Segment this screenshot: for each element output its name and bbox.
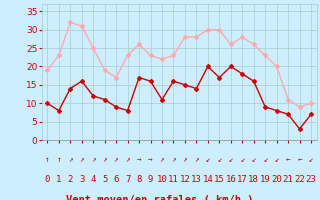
Text: 10: 10 (156, 176, 167, 184)
Text: ↙: ↙ (252, 156, 256, 164)
Text: ↙: ↙ (228, 156, 233, 164)
Text: ↗: ↗ (91, 156, 95, 164)
Text: 8: 8 (136, 176, 142, 184)
Text: 22: 22 (294, 176, 305, 184)
Text: 1: 1 (56, 176, 61, 184)
Text: 17: 17 (237, 176, 248, 184)
Text: ↙: ↙ (240, 156, 244, 164)
Text: ↙: ↙ (205, 156, 210, 164)
Text: ↑: ↑ (57, 156, 61, 164)
Text: 19: 19 (260, 176, 271, 184)
Text: 18: 18 (248, 176, 259, 184)
Text: 2: 2 (68, 176, 73, 184)
Text: 13: 13 (191, 176, 202, 184)
Text: ↗: ↗ (171, 156, 176, 164)
Text: ↙: ↙ (263, 156, 268, 164)
Text: ↗: ↗ (68, 156, 73, 164)
Text: 23: 23 (306, 176, 316, 184)
Text: 16: 16 (225, 176, 236, 184)
Text: 6: 6 (114, 176, 119, 184)
Text: 3: 3 (79, 176, 84, 184)
Text: →: → (137, 156, 141, 164)
Text: ←: ← (297, 156, 302, 164)
Text: ↗: ↗ (194, 156, 199, 164)
Text: 4: 4 (91, 176, 96, 184)
Text: 7: 7 (125, 176, 130, 184)
Text: Vent moyen/en rafales ( km/h ): Vent moyen/en rafales ( km/h ) (66, 195, 254, 200)
Text: →: → (148, 156, 153, 164)
Text: 11: 11 (168, 176, 179, 184)
Text: ↙: ↙ (217, 156, 222, 164)
Text: ←: ← (286, 156, 291, 164)
Text: 5: 5 (102, 176, 107, 184)
Text: ↗: ↗ (114, 156, 118, 164)
Text: ↗: ↗ (183, 156, 187, 164)
Text: 15: 15 (214, 176, 225, 184)
Text: ↗: ↗ (125, 156, 130, 164)
Text: 9: 9 (148, 176, 153, 184)
Text: ↗: ↗ (102, 156, 107, 164)
Text: ↙: ↙ (309, 156, 313, 164)
Text: ↙: ↙ (274, 156, 279, 164)
Text: ↗: ↗ (160, 156, 164, 164)
Text: 21: 21 (283, 176, 293, 184)
Text: 20: 20 (271, 176, 282, 184)
Text: ↑: ↑ (45, 156, 50, 164)
Text: 0: 0 (45, 176, 50, 184)
Text: 14: 14 (203, 176, 213, 184)
Text: ↗: ↗ (79, 156, 84, 164)
Text: 12: 12 (180, 176, 190, 184)
